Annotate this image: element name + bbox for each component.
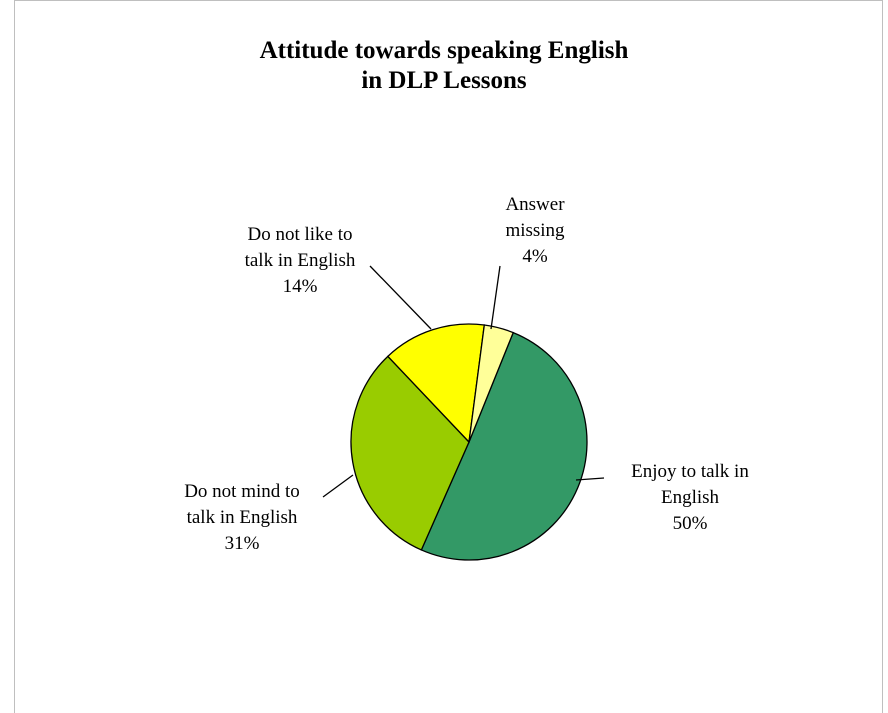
slice-label-line-1-2: English [661, 487, 720, 508]
slice-label-line-2-2: talk in English [187, 507, 298, 528]
slice-label-line-2-1: Do not mind to [184, 481, 300, 502]
leader-line-2 [322, 474, 354, 498]
chart-title-line-1: Attitude towards speaking English [259, 37, 629, 64]
slice-label-line-1-1: Enjoy to talk in [631, 461, 749, 482]
slice-label-1: Enjoy to talk in English 50% [631, 461, 749, 534]
slice-percent-4: 4% [522, 246, 548, 267]
slice-labels: Enjoy to talk in English 50% Do not mind to… [184, 194, 749, 554]
pie-slice-3 [386, 323, 486, 444]
slice-label-3: Do not like to talk in English 14% [245, 224, 356, 297]
chart-title-line-2: in DLP Lessons [361, 67, 527, 94]
slice-label-line-3-2: talk in English [245, 250, 356, 271]
slice-label-2: Do not mind to talk in English 31% [184, 481, 300, 554]
chart-title: Attitude towards speaking English in DLP… [0, 36, 888, 96]
slice-label-line-4-1: Answer [505, 194, 565, 215]
leader-line-1 [575, 477, 605, 481]
pie-slice-2 [350, 355, 470, 551]
leader-line-4 [490, 265, 501, 330]
slice-percent-3: 14% [283, 276, 318, 297]
slice-percent-2: 31% [225, 533, 260, 554]
pie-slice-1 [420, 331, 588, 561]
leader-line-3 [369, 265, 432, 330]
slice-percent-1: 50% [673, 513, 708, 534]
pie-slices [350, 323, 588, 561]
slice-label-line-3-1: Do not like to [247, 224, 352, 245]
pie-slice-4 [468, 324, 515, 443]
slice-label-line-4-2: missing [505, 220, 565, 241]
slice-label-4: Answer missing 4% [505, 194, 565, 267]
leader-lines [322, 265, 605, 498]
